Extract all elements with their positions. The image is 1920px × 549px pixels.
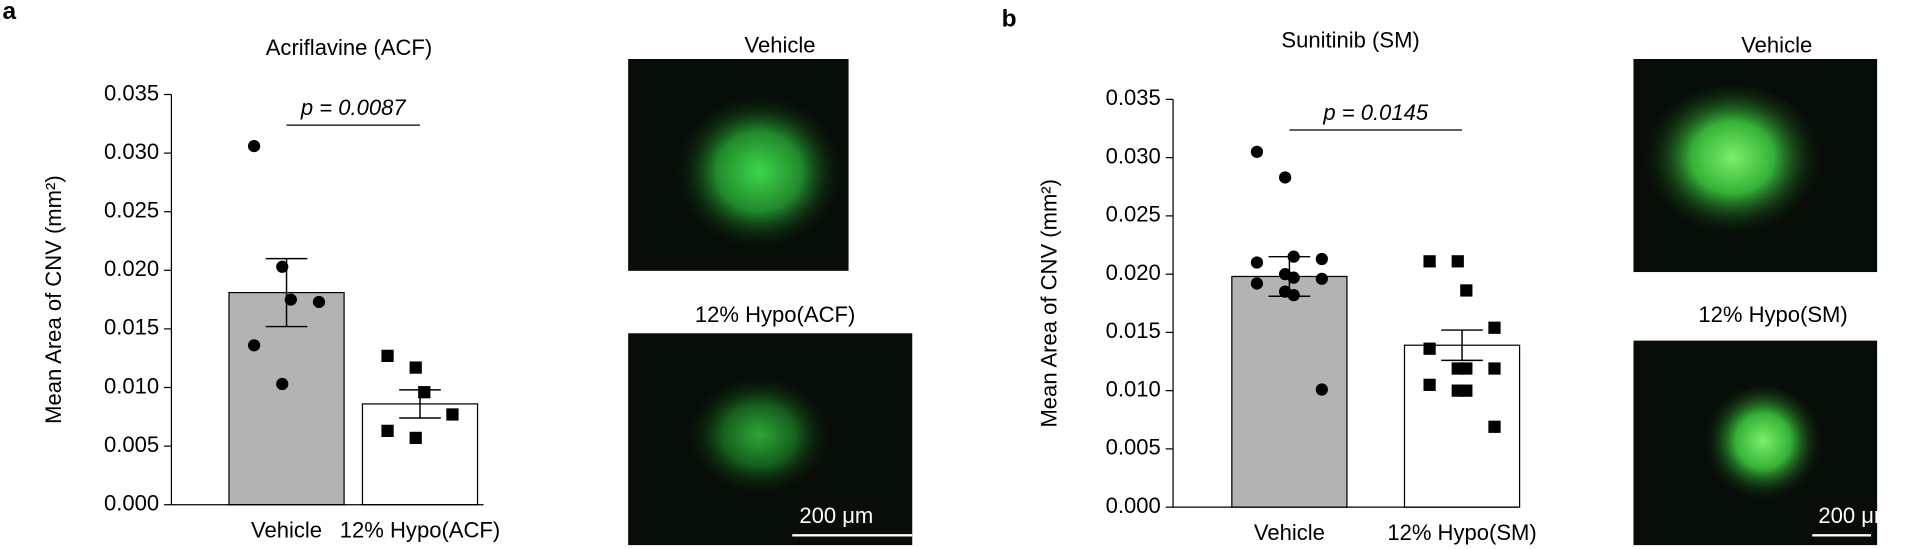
data-point <box>1287 250 1300 263</box>
chart-title: Acriflavine (ACF) <box>266 35 432 60</box>
x-tick-label: 12% Hypo(ACF) <box>340 517 500 542</box>
y-axis-label: Mean Area of CNV (mm²) <box>1036 179 1061 428</box>
y-tick-label: 0.000 <box>104 491 159 516</box>
data-point <box>1488 362 1501 375</box>
data-point <box>418 386 431 399</box>
x-tick-label: Vehicle <box>1254 520 1325 545</box>
data-point <box>276 377 289 391</box>
data-point <box>1315 272 1328 285</box>
micrograph-label: 12% Hypo(ACF) <box>695 302 855 327</box>
x-tick-label: Vehicle <box>251 517 322 542</box>
y-tick-label: 0.010 <box>1106 376 1161 401</box>
data-point <box>1488 321 1501 334</box>
data-point <box>1278 171 1292 184</box>
data-point <box>446 408 459 421</box>
chart-title: Sunitinib (SM) <box>1281 28 1419 53</box>
scale-bar-label: 200 μm <box>799 503 873 528</box>
y-tick-label: 0.005 <box>104 432 159 457</box>
bar <box>1231 275 1348 508</box>
y-tick-label: 0.025 <box>104 198 159 223</box>
y-tick-label: 0.015 <box>104 315 159 340</box>
data-point <box>1315 383 1328 396</box>
data-point <box>1460 384 1473 397</box>
data-point <box>1250 145 1264 158</box>
panel-letter: b <box>1002 5 1017 32</box>
data-point <box>1423 255 1436 268</box>
micrograph-label: Vehicle <box>744 33 815 58</box>
micrograph: Vehicle <box>1633 33 1878 273</box>
y-axis-label: Mean Area of CNV (mm²) <box>41 175 66 424</box>
micrograph: 12% Hypo(ACF) 200 μm <box>628 302 913 546</box>
data-point <box>1250 277 1264 290</box>
micrograph-label: Vehicle <box>1741 33 1812 58</box>
panel-letter: a <box>2 0 16 25</box>
data-point <box>284 293 297 306</box>
data-point <box>1287 288 1300 302</box>
y-tick-label: 0.025 <box>1106 202 1161 227</box>
data-point <box>1423 378 1436 391</box>
scale-bar-label: 200 μm <box>1818 503 1892 528</box>
micrograph-label: 12% Hypo(SM) <box>1698 302 1847 327</box>
data-point <box>409 361 422 374</box>
x-tick-label: 12% Hypo(SM) <box>1387 520 1536 545</box>
data-point <box>1315 252 1328 266</box>
y-tick-label: 0.020 <box>1106 260 1161 285</box>
y-tick-label: 0.010 <box>104 373 159 398</box>
data-point <box>381 424 394 437</box>
y-tick-label: 0.005 <box>1106 435 1161 460</box>
micrograph: Vehicle <box>628 33 849 271</box>
micrograph: 12% Hypo(SM) 200 μm <box>1633 302 1892 546</box>
data-point <box>1423 342 1436 355</box>
data-point <box>247 339 261 352</box>
data-point <box>1488 420 1501 433</box>
y-tick-label: 0.035 <box>104 80 159 105</box>
data-point <box>381 349 394 362</box>
data-point <box>1460 362 1473 375</box>
y-tick-label: 0.030 <box>104 139 159 164</box>
y-tick-label: 0.015 <box>1106 318 1161 343</box>
data-point <box>1250 256 1264 269</box>
data-point <box>409 431 422 445</box>
y-tick-label: 0.035 <box>1106 85 1161 110</box>
data-point <box>247 139 261 153</box>
data-point <box>312 295 326 309</box>
data-point <box>276 260 289 273</box>
data-point <box>1451 255 1464 268</box>
data-point <box>1460 284 1473 297</box>
data-point <box>1287 271 1300 284</box>
y-tick-label: 0.030 <box>1106 143 1161 168</box>
bar <box>361 403 479 506</box>
y-tick-label: 0.020 <box>104 256 159 281</box>
p-value: p = 0.0087 <box>300 95 406 120</box>
p-value: p = 0.0145 <box>1322 100 1428 125</box>
y-tick-label: 0.000 <box>1106 493 1161 518</box>
